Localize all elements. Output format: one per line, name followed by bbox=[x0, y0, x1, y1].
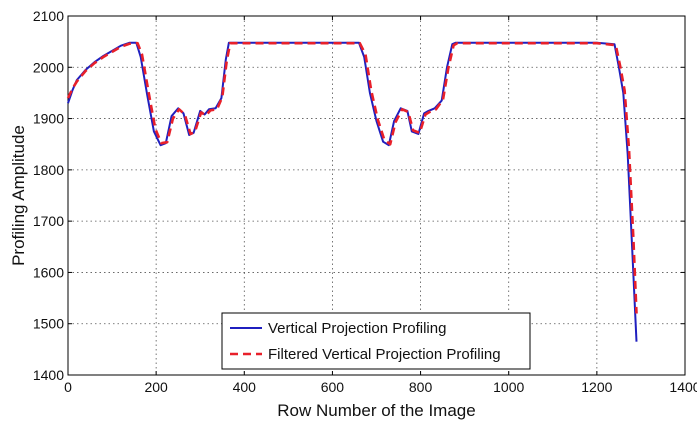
legend-label-vertical-projection: Vertical Projection Profiling bbox=[268, 320, 446, 337]
x-tick-label: 1000 bbox=[493, 379, 524, 395]
x-tick-label: 0 bbox=[64, 379, 72, 395]
y-tick-label: 1800 bbox=[33, 162, 64, 178]
y-tick-label: 2000 bbox=[33, 59, 64, 75]
legend-box bbox=[221, 312, 531, 370]
series-line-filtered-projection bbox=[66, 41, 638, 314]
y-axis-title: Profiling Amplitude bbox=[9, 125, 28, 266]
y-tick-label: 1400 bbox=[33, 367, 64, 383]
y-tick-label: 2100 bbox=[33, 8, 64, 24]
y-tick-label: 1500 bbox=[33, 316, 64, 332]
x-axis-title: Row Number of the Image bbox=[277, 401, 475, 420]
legend-label-filtered-projection: Filtered Vertical Projection Profiling bbox=[268, 346, 501, 363]
grid-lines bbox=[68, 16, 685, 375]
legend: Vertical Projection Profiling Filtered V… bbox=[221, 312, 531, 370]
series-group bbox=[66, 41, 638, 342]
x-tick-label: 1200 bbox=[581, 379, 612, 395]
x-tick-label: 1400 bbox=[669, 379, 697, 395]
x-tick-label: 400 bbox=[233, 379, 257, 395]
x-tick-label: 600 bbox=[321, 379, 345, 395]
axis-ticks: 0 200 400 600 800 1000 1200 1400 1400 1500 1600 170… bbox=[33, 8, 697, 395]
x-tick-label: 800 bbox=[409, 379, 433, 395]
y-tick-label: 1700 bbox=[33, 213, 64, 229]
x-tick-label: 200 bbox=[144, 379, 168, 395]
y-tick-label: 1600 bbox=[33, 264, 64, 280]
y-tick-label: 1900 bbox=[33, 111, 64, 127]
